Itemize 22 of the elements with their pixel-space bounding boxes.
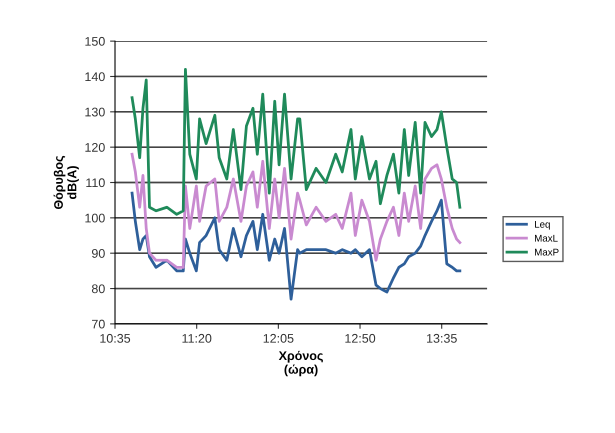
line-series <box>130 152 462 269</box>
y-tick-label: 130 <box>85 108 105 116</box>
legend-label: Leq <box>535 220 550 230</box>
x-tick-label: 10:35 <box>100 334 130 343</box>
y-tick-label: 70 <box>92 320 105 329</box>
x-tick-label: 13:35 <box>427 334 457 343</box>
y-tick-label: 120 <box>85 142 105 152</box>
x-tick-label: 12:05 <box>264 334 294 343</box>
y-tick-label: 150 <box>85 36 105 46</box>
y-tick-label: 90 <box>92 249 105 258</box>
legend-label: MaxP <box>535 248 559 256</box>
y-tick-label: 100 <box>85 214 105 223</box>
x-tick-label: 12:50 <box>345 334 376 343</box>
y-tick-label: 80 <box>92 284 105 294</box>
line-series <box>130 192 462 301</box>
x-axis-title: Χρόνος (ώρα) <box>278 350 323 376</box>
x-tick-label: 11:20 <box>182 334 212 343</box>
y-tick-label: 140 <box>85 72 105 82</box>
y-axis-title: Θόρυβος dB(A) <box>54 156 79 210</box>
y-tick-label: 110 <box>86 178 105 188</box>
line-series <box>130 68 462 216</box>
legend-label: MaxL <box>535 234 558 242</box>
